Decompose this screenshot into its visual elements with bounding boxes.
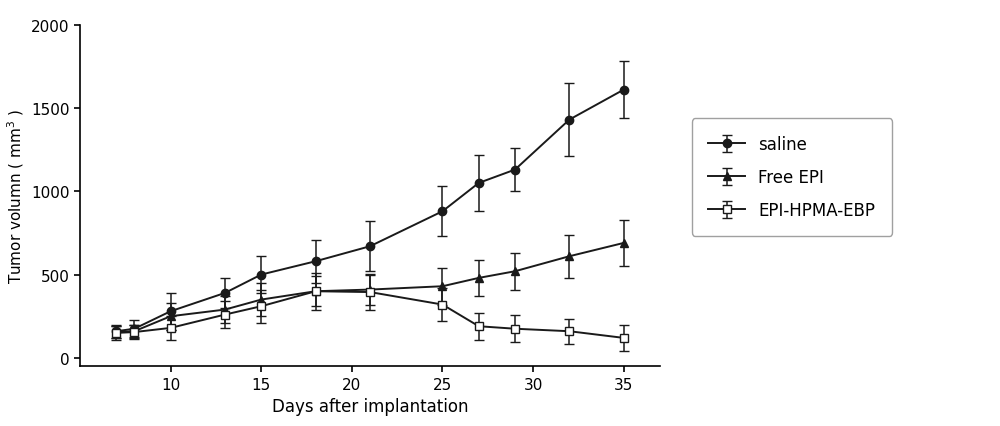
Y-axis label: Tumor volumn ( mm$^{3}$ ): Tumor volumn ( mm$^{3}$ ) — [5, 109, 26, 283]
Legend: saline, Free EPI, EPI-HPMA-EBP: saline, Free EPI, EPI-HPMA-EBP — [692, 119, 892, 236]
X-axis label: Days after implantation: Days after implantation — [272, 397, 468, 415]
